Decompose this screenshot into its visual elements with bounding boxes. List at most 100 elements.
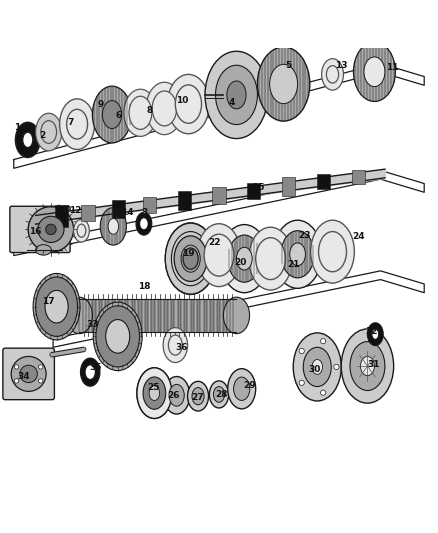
Ellipse shape	[129, 96, 152, 130]
Ellipse shape	[144, 378, 165, 408]
Text: 31: 31	[368, 360, 380, 369]
Ellipse shape	[163, 376, 190, 414]
Ellipse shape	[108, 219, 119, 234]
Ellipse shape	[293, 333, 341, 401]
Ellipse shape	[192, 387, 204, 405]
Ellipse shape	[167, 75, 209, 134]
Text: 2: 2	[39, 131, 45, 140]
Ellipse shape	[152, 91, 177, 126]
Ellipse shape	[169, 384, 184, 406]
Text: 5: 5	[286, 61, 292, 70]
Ellipse shape	[39, 379, 43, 383]
Ellipse shape	[312, 359, 322, 374]
Ellipse shape	[92, 86, 132, 143]
Text: 16: 16	[29, 227, 42, 236]
Ellipse shape	[22, 132, 33, 148]
Ellipse shape	[146, 82, 183, 135]
Ellipse shape	[14, 379, 19, 383]
Text: 8: 8	[146, 106, 152, 115]
Ellipse shape	[318, 231, 346, 272]
Ellipse shape	[20, 365, 37, 383]
Ellipse shape	[41, 120, 57, 143]
Ellipse shape	[213, 386, 225, 402]
FancyBboxPatch shape	[10, 206, 70, 253]
Ellipse shape	[143, 377, 166, 409]
Text: 36: 36	[176, 343, 188, 352]
Text: 10: 10	[176, 96, 188, 105]
Ellipse shape	[140, 217, 148, 230]
Ellipse shape	[67, 109, 88, 139]
Text: 3: 3	[141, 208, 148, 217]
Ellipse shape	[149, 386, 159, 400]
Ellipse shape	[274, 220, 321, 288]
Ellipse shape	[14, 365, 19, 369]
Ellipse shape	[353, 42, 396, 101]
Ellipse shape	[360, 357, 374, 376]
Text: 30: 30	[308, 365, 320, 374]
Ellipse shape	[299, 349, 304, 353]
Ellipse shape	[233, 377, 250, 400]
Ellipse shape	[35, 245, 51, 255]
Ellipse shape	[137, 368, 172, 418]
Ellipse shape	[205, 51, 268, 139]
Text: 19: 19	[182, 249, 195, 258]
Ellipse shape	[228, 369, 256, 409]
Ellipse shape	[136, 212, 152, 235]
Ellipse shape	[181, 245, 200, 272]
FancyBboxPatch shape	[3, 348, 54, 400]
Ellipse shape	[281, 231, 314, 278]
Ellipse shape	[74, 220, 89, 242]
Ellipse shape	[223, 297, 250, 334]
Ellipse shape	[321, 338, 326, 344]
Ellipse shape	[187, 381, 208, 411]
Text: 14: 14	[121, 208, 134, 217]
Ellipse shape	[46, 224, 56, 235]
Text: 9: 9	[98, 100, 104, 109]
Ellipse shape	[174, 236, 207, 281]
Text: 13: 13	[335, 61, 347, 70]
Ellipse shape	[367, 323, 383, 345]
Text: 32: 32	[366, 327, 378, 336]
Text: 6: 6	[116, 111, 122, 120]
Ellipse shape	[81, 358, 100, 386]
Ellipse shape	[175, 85, 201, 123]
Ellipse shape	[326, 66, 339, 83]
Ellipse shape	[171, 231, 210, 286]
Ellipse shape	[106, 320, 130, 353]
Text: 22: 22	[208, 238, 221, 247]
Ellipse shape	[256, 238, 286, 280]
Ellipse shape	[102, 101, 122, 128]
Text: 28: 28	[215, 390, 227, 399]
Ellipse shape	[15, 123, 40, 157]
Ellipse shape	[35, 113, 62, 151]
Text: 24: 24	[353, 232, 365, 241]
Text: 1: 1	[14, 123, 21, 132]
Ellipse shape	[66, 297, 92, 334]
Ellipse shape	[165, 223, 216, 294]
Ellipse shape	[96, 306, 140, 367]
Ellipse shape	[321, 59, 343, 90]
Ellipse shape	[204, 234, 234, 276]
Ellipse shape	[228, 235, 261, 282]
Text: 18: 18	[138, 281, 151, 290]
Ellipse shape	[183, 248, 198, 269]
Text: 34: 34	[17, 372, 30, 381]
Ellipse shape	[334, 364, 339, 369]
Ellipse shape	[100, 207, 127, 245]
Ellipse shape	[163, 328, 187, 362]
Text: 4: 4	[229, 98, 235, 107]
Text: 33: 33	[86, 320, 99, 329]
Ellipse shape	[45, 290, 68, 323]
Ellipse shape	[77, 224, 86, 237]
Text: 15: 15	[252, 183, 265, 192]
Ellipse shape	[258, 47, 310, 121]
Ellipse shape	[299, 380, 304, 385]
Ellipse shape	[28, 207, 74, 252]
Ellipse shape	[39, 365, 43, 369]
Ellipse shape	[290, 243, 305, 265]
Text: 23: 23	[298, 231, 311, 240]
Ellipse shape	[303, 348, 331, 386]
Ellipse shape	[60, 99, 95, 149]
Ellipse shape	[364, 57, 385, 87]
Ellipse shape	[11, 357, 46, 391]
